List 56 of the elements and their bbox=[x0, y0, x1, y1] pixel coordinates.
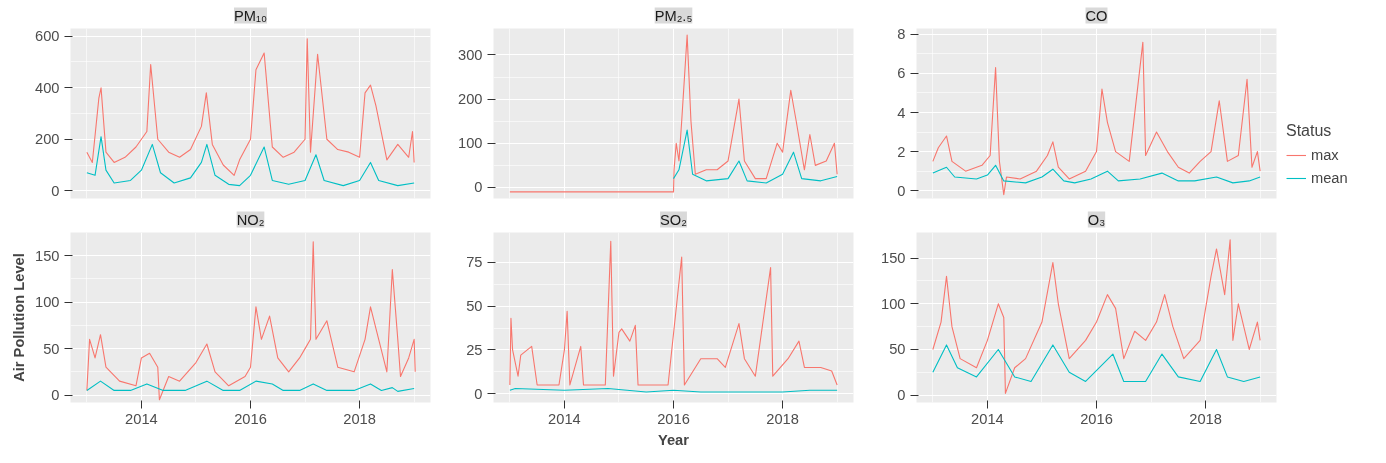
x-tick-label: 2018 bbox=[1189, 410, 1222, 427]
chart-title: O₃ bbox=[1087, 211, 1106, 228]
y-tick-label: 200 bbox=[35, 131, 60, 148]
y-tick-label: 50 bbox=[889, 341, 906, 358]
y-tick-label: 0 bbox=[897, 387, 906, 404]
x-tick-label: 2014 bbox=[125, 410, 158, 427]
line-series bbox=[86, 241, 416, 401]
x-tick-label: 2014 bbox=[548, 410, 581, 427]
chart-title: NO₂ bbox=[236, 211, 265, 228]
x-tick-label: 2016 bbox=[234, 410, 267, 427]
y-tick-label: 100 bbox=[458, 135, 483, 152]
line-series bbox=[509, 240, 838, 386]
line-series bbox=[932, 41, 1261, 196]
x-tick-label: 2018 bbox=[766, 410, 799, 427]
legend-label: max bbox=[1311, 147, 1339, 163]
y-axis-title: Air Pollution Level bbox=[11, 253, 28, 382]
y-tick-label: 150 bbox=[35, 247, 60, 264]
chart-title: CO bbox=[1085, 7, 1108, 24]
y-tick-label: 6 bbox=[897, 65, 906, 82]
chart-title: PM₂.₅ bbox=[654, 7, 693, 24]
y-tick-label: 0 bbox=[474, 179, 483, 196]
y-tick-label: 150 bbox=[881, 250, 906, 267]
y-tick-label: 100 bbox=[35, 294, 60, 311]
line-series bbox=[86, 380, 415, 392]
line-series bbox=[86, 136, 415, 187]
y-tick-label: 50 bbox=[43, 340, 60, 357]
x-tick-label: 2016 bbox=[657, 410, 690, 427]
y-tick-label: 0 bbox=[51, 387, 60, 404]
x-tick-label: 2014 bbox=[971, 410, 1004, 427]
line-series bbox=[932, 239, 1261, 394]
x-axis-title: Year bbox=[658, 431, 690, 448]
y-tick-label: 0 bbox=[897, 182, 906, 199]
line-series bbox=[932, 344, 1261, 383]
chart-title: PM₁₀ bbox=[233, 7, 268, 24]
x-tick-label: 2016 bbox=[1080, 410, 1113, 427]
y-tick-label: 4 bbox=[897, 104, 906, 121]
y-tick-label: 75 bbox=[466, 254, 483, 271]
y-tick-label: 25 bbox=[466, 341, 483, 358]
y-tick-label: 600 bbox=[35, 28, 60, 45]
y-tick-label: 100 bbox=[881, 295, 906, 312]
y-tick-label: 0 bbox=[474, 385, 483, 402]
legend-label: mean bbox=[1311, 170, 1348, 186]
legend-title: Status bbox=[1286, 122, 1333, 140]
y-tick-label: 200 bbox=[458, 91, 483, 108]
y-tick-label: 0 bbox=[51, 182, 60, 199]
y-tick-label: 400 bbox=[35, 79, 60, 96]
chart-title: SO₂ bbox=[660, 211, 687, 228]
line-series bbox=[672, 129, 838, 184]
line-series bbox=[86, 38, 415, 176]
x-tick-label: 2018 bbox=[343, 410, 376, 427]
y-tick-label: 8 bbox=[897, 26, 906, 43]
line-series bbox=[932, 164, 1261, 184]
y-tick-label: 2 bbox=[897, 143, 906, 160]
y-tick-label: 50 bbox=[466, 298, 483, 315]
y-tick-label: 300 bbox=[458, 46, 483, 63]
line-series bbox=[509, 34, 838, 193]
